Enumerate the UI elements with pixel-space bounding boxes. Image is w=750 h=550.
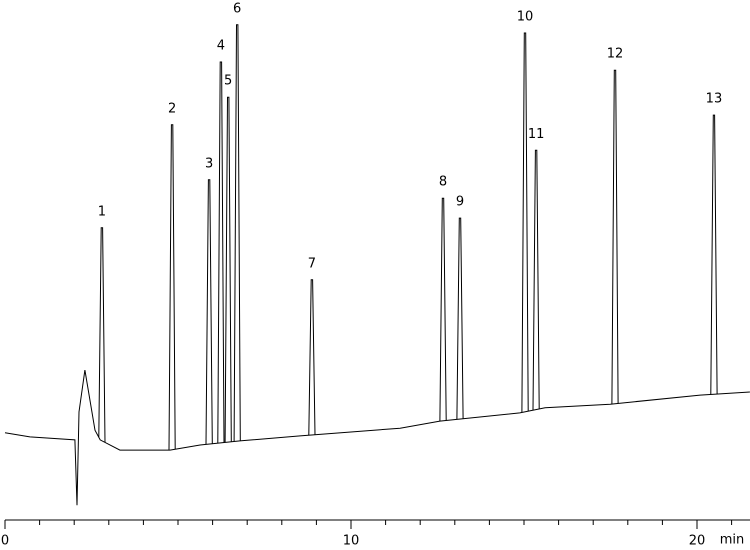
- peak: [521, 32, 529, 413]
- peak: [168, 124, 176, 451]
- x-tick-label: 0: [1, 534, 9, 549]
- x-tick-label: 10: [343, 534, 360, 549]
- peak: [224, 96, 232, 443]
- peak-label: 7: [308, 256, 316, 271]
- peak-label: 12: [607, 47, 624, 62]
- baseline-trace: [4, 370, 750, 506]
- peak: [217, 61, 225, 444]
- peak: [439, 197, 447, 422]
- peak: [205, 179, 213, 445]
- x-axis-label: min: [720, 533, 745, 548]
- x-tick-label: 20: [689, 534, 706, 549]
- peak-label: 13: [706, 92, 723, 107]
- peak-label: 2: [168, 101, 176, 116]
- peak-label: 5: [224, 74, 232, 89]
- peak: [611, 69, 619, 405]
- peak: [532, 149, 540, 411]
- peak-label: 4: [217, 39, 225, 54]
- peak-label: 6: [233, 1, 241, 16]
- peak-label: 1: [98, 204, 106, 219]
- peak-label: 11: [528, 127, 545, 142]
- peak-label: 9: [456, 195, 464, 210]
- peak: [710, 114, 718, 395]
- peak-label: 3: [205, 156, 213, 171]
- peak: [98, 227, 106, 443]
- peak-label: 8: [439, 175, 447, 190]
- peak: [308, 279, 316, 436]
- peak: [233, 24, 241, 442]
- peak: [456, 217, 464, 420]
- peak-label: 10: [517, 9, 534, 24]
